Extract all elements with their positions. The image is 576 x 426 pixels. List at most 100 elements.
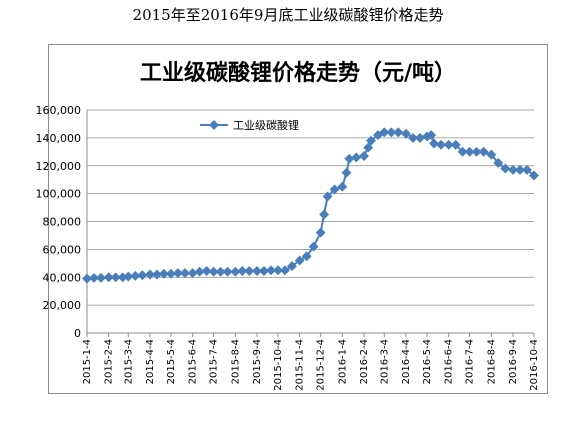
page-caption: 2015年至2016年9月底工业级碳酸锂价格走势 — [132, 6, 444, 24]
data-point-marker — [172, 268, 183, 279]
data-point-marker — [457, 146, 468, 157]
data-point-marker — [179, 268, 190, 279]
y-tick-label: 160,000 — [36, 104, 82, 117]
data-point-marker — [266, 265, 276, 276]
data-point-marker — [522, 164, 532, 175]
data-point-marker — [145, 269, 155, 280]
data-point-marker — [215, 266, 226, 277]
x-tick-label: 2015-9-4 — [252, 339, 263, 384]
data-point-marker — [493, 158, 504, 168]
x-tick-label: 2015-1-4 — [82, 339, 93, 384]
data-point-marker — [500, 163, 511, 174]
y-tick-label: 140,000 — [36, 132, 82, 145]
data-point-marker — [464, 146, 475, 157]
y-tick-label: 100,000 — [36, 188, 82, 201]
data-point-marker — [471, 146, 482, 157]
x-tick-label: 2016-8-4 — [486, 339, 497, 384]
x-tick-label: 2015-6-4 — [188, 339, 199, 384]
axes — [86, 110, 535, 337]
x-tick-label: 2015-10-4 — [273, 339, 284, 391]
chart-frame — [48, 44, 548, 394]
y-tick-label: 120,000 — [36, 160, 82, 173]
data-point-marker — [450, 139, 461, 150]
data-point-marker — [273, 265, 283, 276]
data-point-marker — [137, 270, 148, 281]
legend-label: 工业级碳酸锂 — [233, 118, 299, 132]
data-point-marker — [194, 266, 205, 277]
data-point-marker — [152, 269, 162, 280]
x-tick-label: 2016-9-4 — [508, 339, 519, 384]
data-point-marker — [429, 138, 439, 149]
data-point-marker — [259, 266, 269, 276]
chart-title: 工业级碳酸锂价格走势（元/吨） — [140, 60, 456, 86]
data-point-marker — [478, 146, 489, 157]
series-group — [82, 127, 539, 284]
data-point-marker — [130, 270, 141, 281]
data-point-marker — [486, 149, 497, 160]
x-tick-label: 2015-3-4 — [123, 339, 134, 384]
data-point-marker — [222, 266, 233, 277]
data-point-marker — [230, 266, 241, 277]
data-point-marker — [165, 268, 176, 279]
data-point-marker — [443, 139, 454, 150]
data-point-marker — [351, 152, 362, 163]
x-tick-label: 2015-4-4 — [145, 339, 156, 384]
x-tick-label: 2015-11-4 — [295, 339, 306, 391]
data-point-marker — [337, 181, 348, 192]
data-point-marker — [319, 209, 330, 220]
x-tick-label: 2015-8-4 — [230, 339, 241, 384]
y-tick-label: 80,000 — [43, 216, 82, 229]
data-point-marker — [322, 191, 333, 202]
x-tick-label: 2015-5-4 — [166, 339, 177, 384]
data-point-marker — [329, 184, 340, 195]
data-point-marker — [294, 255, 305, 266]
y-tick-label: 40,000 — [43, 271, 82, 284]
data-point-marker — [436, 139, 446, 150]
x-tick-label: 2016-2-4 — [359, 339, 370, 384]
data-point-marker — [287, 261, 297, 272]
x-tick-label: 2016-3-4 — [379, 339, 390, 384]
x-tick-label: 2016-6-4 — [444, 339, 455, 384]
data-point-marker — [426, 130, 437, 141]
y-tick-label: 20,000 — [43, 299, 82, 312]
data-point-marker — [366, 135, 376, 146]
data-point-marker — [515, 164, 525, 175]
x-tick-label: 2015-7-4 — [209, 339, 220, 384]
data-point-marker — [308, 241, 319, 252]
data-point-marker — [393, 127, 404, 138]
data-point-marker — [244, 266, 255, 276]
data-point-marker — [158, 268, 169, 279]
x-axis-tick-labels: 2015-1-4 2015-2-4 2015-3-4 2015-4-4 2015-5-4… — [82, 339, 540, 391]
x-tick-label: 2016-1-4 — [337, 339, 348, 384]
data-point-marker — [408, 132, 418, 143]
data-point-marker — [415, 132, 425, 143]
data-point-marker — [301, 251, 312, 262]
data-point-marker — [201, 266, 212, 276]
data-point-marker — [379, 127, 390, 138]
data-point-marker — [386, 127, 397, 138]
x-tick-label: 2016-4-4 — [401, 339, 412, 384]
data-point-marker — [237, 266, 248, 276]
data-point-marker — [341, 167, 352, 178]
data-point-marker — [401, 128, 411, 139]
x-tick-label: 2016-5-4 — [422, 339, 433, 384]
data-point-marker — [187, 268, 198, 279]
y-tick-label: 60,000 — [43, 243, 82, 256]
data-point-marker — [344, 153, 355, 164]
x-tick-label: 2016-10-4 — [529, 339, 540, 391]
data-point-marker — [508, 164, 518, 175]
x-tick-label: 2015-12-4 — [316, 339, 327, 391]
data-point-marker — [359, 151, 369, 161]
y-tick-label: 0 — [74, 327, 81, 340]
x-tick-label: 2015-2-4 — [104, 339, 115, 384]
x-tick-label: 2016-7-4 — [465, 339, 476, 384]
data-point-marker — [252, 266, 262, 276]
data-point-marker — [208, 266, 219, 277]
data-point-marker — [529, 170, 539, 181]
legend: 工业级碳酸锂 — [200, 118, 299, 132]
data-point-marker — [280, 265, 290, 276]
legend-marker-icon — [209, 120, 219, 130]
y-axis-tick-labels: 0 20,000 40,000 60,000 80,000 100,000 120,000 1… — [36, 104, 82, 340]
data-point-marker — [315, 227, 326, 238]
